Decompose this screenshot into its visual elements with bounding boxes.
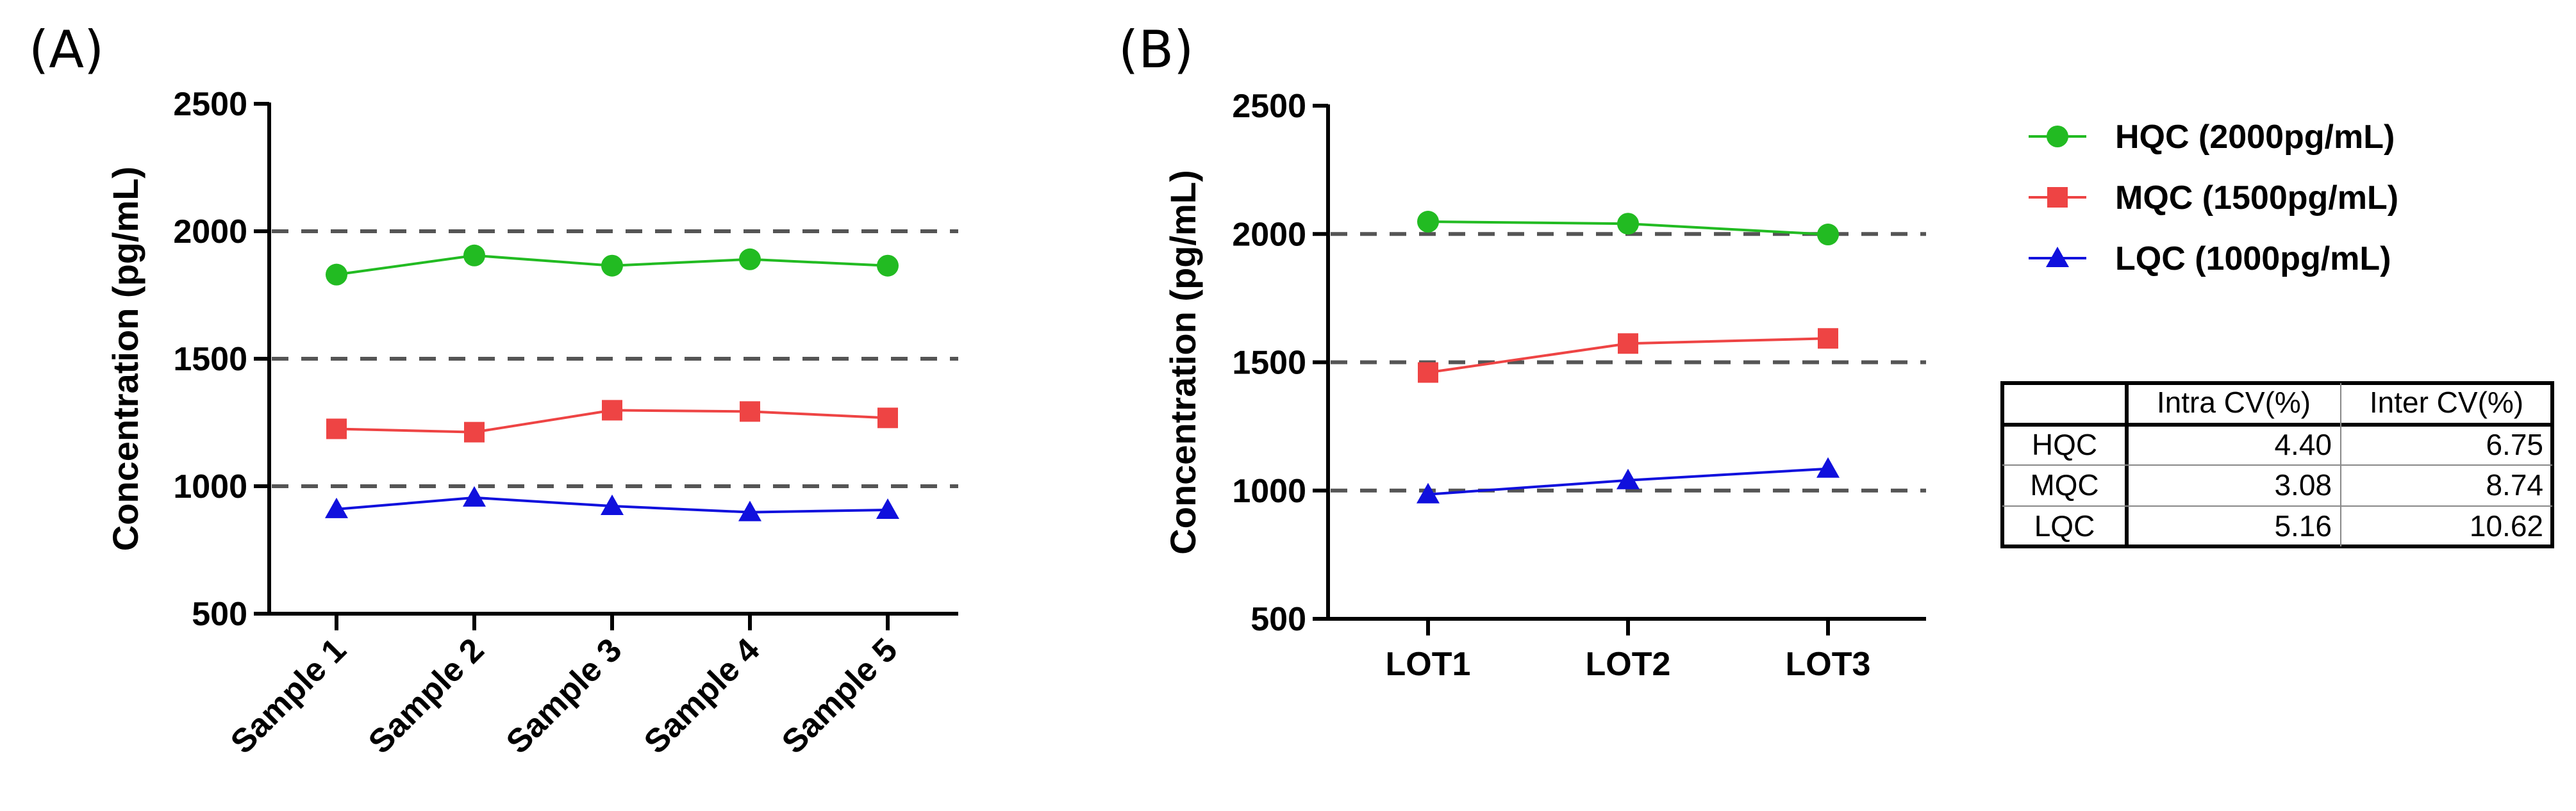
legend-marker <box>2046 247 2069 267</box>
y-tick-label: 2500 <box>173 86 247 123</box>
table-cell: 4.40 <box>2274 428 2332 461</box>
data-point <box>877 407 898 429</box>
y-tick-label: 1500 <box>1232 345 1306 382</box>
y-axis-label: Concentration (pg/mL) <box>1163 170 1203 554</box>
y-tick-label: 500 <box>192 596 247 633</box>
y-tick-label: 1000 <box>1232 473 1306 510</box>
table-cell: 8.74 <box>2486 468 2543 502</box>
data-point <box>1617 213 1639 235</box>
x-tick-label: Sample 2 <box>361 631 491 760</box>
x-tick-label: Sample 5 <box>775 631 904 760</box>
y-tick-label: 1000 <box>173 468 247 505</box>
data-point <box>1417 482 1440 504</box>
data-point <box>463 244 485 266</box>
panel-label: (A) <box>29 20 104 79</box>
data-point <box>464 422 485 443</box>
table-header-cell: Inter CV(%) <box>2370 386 2523 419</box>
data-point <box>740 401 760 422</box>
data-point <box>463 486 486 507</box>
legend-label: HQC (2000pg/mL) <box>2115 119 2395 156</box>
data-point <box>1818 328 1838 349</box>
data-point <box>738 500 761 521</box>
table-row-label: HQC <box>2032 428 2097 461</box>
data-point <box>1817 224 1839 246</box>
y-tick-label: 500 <box>1251 601 1306 638</box>
x-tick-label: LOT3 <box>1786 646 1871 683</box>
legend-marker <box>2047 126 2068 147</box>
data-point <box>326 263 347 286</box>
data-point <box>876 498 899 520</box>
legend-label: LQC (1000pg/mL) <box>2115 240 2391 277</box>
data-point <box>602 400 622 421</box>
data-point <box>739 248 761 270</box>
data-point <box>877 254 899 277</box>
data-point <box>1616 468 1640 489</box>
y-tick-label: 1500 <box>173 341 247 378</box>
table-header-cell: Intra CV(%) <box>2157 386 2311 419</box>
panel-a: (A) 500 1000 1500 2000 2500 Concentration (pg/… <box>29 20 958 761</box>
data-point <box>326 418 347 439</box>
y-tick-label: 2000 <box>173 213 247 250</box>
data-point <box>1816 457 1840 478</box>
legend: HQC (2000pg/mL) MQC (1500pg/mL) LQC (1000p… <box>2029 119 2398 277</box>
y-tick-label: 2000 <box>1232 216 1306 253</box>
table-cell: 10.62 <box>2470 509 2543 543</box>
y-tick-label: 2500 <box>1232 88 1306 125</box>
panel-b: (B) 500 1000 1500 2000 2500 Concentration (pg/… <box>1118 20 1926 683</box>
data-point <box>601 495 624 516</box>
data-point <box>1418 362 1438 383</box>
legend-marker <box>2047 187 2068 208</box>
table-cell: 3.08 <box>2274 468 2332 502</box>
x-tick-label: LOT2 <box>1586 646 1671 683</box>
legend-label: MQC (1500pg/mL) <box>2115 179 2398 217</box>
table-row-label: LQC <box>2034 509 2095 543</box>
data-point <box>1417 211 1439 233</box>
table-row-label: MQC <box>2030 468 2098 502</box>
x-tick-label: Sample 3 <box>499 631 629 760</box>
y-axis-label: Concentration (pg/mL) <box>105 167 145 551</box>
x-tick-label: LOT1 <box>1386 646 1471 683</box>
table-cell: 6.75 <box>2486 428 2543 461</box>
table-cell: 5.16 <box>2274 509 2332 543</box>
x-tick-label: Sample 4 <box>637 631 767 761</box>
cv-table: Intra CV(%) Inter CV(%) HQC 4.40 6.75 MQC 3.08… <box>2000 381 2554 548</box>
data-point <box>601 254 623 277</box>
x-tick-label: Sample 1 <box>224 631 353 760</box>
data-point <box>325 497 348 518</box>
panel-label: (B) <box>1118 20 1193 79</box>
data-point <box>1618 333 1638 354</box>
